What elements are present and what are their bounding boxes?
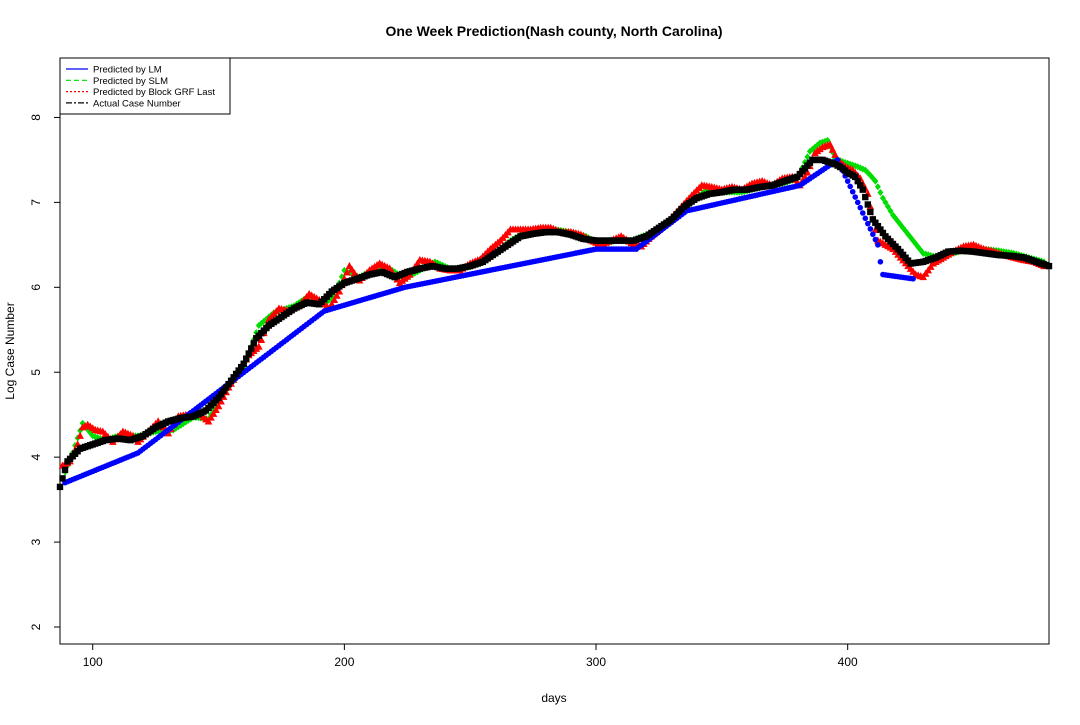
x-axis-label: days <box>541 691 566 705</box>
point-actual-case-number <box>240 360 247 367</box>
point-predicted-by-lm <box>867 226 874 232</box>
point-actual-case-number <box>222 384 230 391</box>
point-actual-case-number <box>248 345 255 352</box>
point-predicted-by-lm <box>852 194 859 200</box>
point-predicted-by-slm <box>877 188 884 196</box>
point-actual-case-number <box>232 370 240 378</box>
point-predicted-by-slm <box>874 183 881 191</box>
legend-label: Predicted by LM <box>93 65 162 76</box>
point-actual-case-number <box>872 219 879 226</box>
y-tick-label: 2 <box>29 623 43 630</box>
point-predicted-by-slm <box>879 194 886 202</box>
point-predicted-by-block-grf-last <box>343 268 351 276</box>
point-predicted-by-block-grf-last <box>826 140 834 148</box>
point-predicted-by-block-grf-last <box>330 295 339 304</box>
x-tick-label: 300 <box>586 655 606 669</box>
point-actual-case-number <box>225 380 232 388</box>
point-predicted-by-lm <box>862 215 869 222</box>
point-actual-case-number <box>1045 262 1053 270</box>
point-actual-case-number <box>235 367 242 374</box>
point-actual-case-number <box>243 355 250 362</box>
point-actual-case-number <box>220 387 227 395</box>
point-predicted-by-lm <box>854 199 861 206</box>
point-predicted-by-lm <box>877 259 884 265</box>
point-predicted-by-slm <box>884 203 891 211</box>
point-predicted-by-lm <box>875 242 881 248</box>
point-predicted-by-lm <box>910 276 916 282</box>
legend-label: Actual Case Number <box>93 98 181 109</box>
x-tick-label: 200 <box>334 655 354 669</box>
y-tick-label: 6 <box>29 284 43 291</box>
point-predicted-by-slm <box>882 198 889 206</box>
legend-label: Predicted by SLM <box>93 76 168 87</box>
point-predicted-by-block-grf-last <box>831 150 839 158</box>
point-predicted-by-lm <box>849 188 856 195</box>
point-actual-case-number <box>877 226 884 233</box>
point-actual-case-number <box>859 186 866 193</box>
point-predicted-by-lm <box>847 183 853 190</box>
y-tick-label: 8 <box>29 114 43 121</box>
series-predicted-by-slm <box>59 136 1047 482</box>
data-marks <box>56 136 1053 491</box>
point-predicted-by-block-grf-last <box>212 405 220 414</box>
x-tick-label: 100 <box>83 655 103 669</box>
y-tick-label: 4 <box>29 454 43 461</box>
point-predicted-by-lm <box>865 220 871 227</box>
point-actual-case-number <box>56 483 64 491</box>
point-predicted-by-block-grf-last <box>828 145 837 153</box>
point-actual-case-number <box>61 466 69 474</box>
point-actual-case-number <box>879 229 887 237</box>
point-predicted-by-block-grf-last <box>204 417 213 425</box>
x-tick-label: 400 <box>838 655 858 669</box>
point-actual-case-number <box>215 394 222 401</box>
plot-frame <box>59 57 1050 645</box>
point-actual-case-number <box>230 374 237 381</box>
point-actual-case-number <box>245 350 252 357</box>
point-actual-case-number <box>862 193 869 201</box>
point-predicted-by-lm <box>870 231 876 238</box>
point-actual-case-number <box>854 177 861 185</box>
point-actual-case-number <box>237 363 245 371</box>
point-predicted-by-block-grf-last <box>207 413 215 421</box>
legend-box <box>59 57 231 115</box>
point-predicted-by-slm <box>824 136 831 144</box>
y-tick-label: 3 <box>29 538 43 545</box>
point-predicted-by-lm <box>857 204 864 211</box>
chart-title: One Week Prediction(Nash county, North C… <box>385 23 722 39</box>
series-predicted-by-lm <box>62 157 916 486</box>
point-actual-case-number <box>867 208 874 216</box>
point-predicted-by-block-grf-last <box>255 342 263 350</box>
point-actual-case-number <box>869 216 877 223</box>
series-actual-case-number <box>56 156 1053 491</box>
point-actual-case-number <box>874 222 882 230</box>
point-predicted-by-block-grf-last <box>76 431 84 439</box>
point-actual-case-number <box>227 377 235 384</box>
point-actual-case-number <box>217 391 225 398</box>
point-predicted-by-lm <box>844 178 851 184</box>
series-predicted-by-block-grf-last <box>58 140 1048 469</box>
point-predicted-by-lm <box>859 210 866 216</box>
point-predicted-by-slm <box>922 250 929 258</box>
point-predicted-by-block-grf-last <box>333 291 341 299</box>
point-actual-case-number <box>852 173 859 181</box>
point-actual-case-number <box>59 475 66 482</box>
legend-label: Predicted by Block GRF Last <box>93 87 215 98</box>
point-actual-case-number <box>864 201 872 208</box>
point-predicted-by-slm <box>920 249 927 257</box>
y-tick-label: 7 <box>29 199 43 206</box>
point-predicted-by-slm <box>804 153 811 161</box>
point-predicted-by-block-grf-last <box>209 409 218 417</box>
y-axis-label: Log Case Number <box>3 302 17 399</box>
y-tick-label: 5 <box>29 369 43 376</box>
point-actual-case-number <box>250 340 257 347</box>
point-predicted-by-slm <box>887 207 894 215</box>
axes: 100 200 300 400 2 3 4 5 6 7 8 <box>29 114 858 669</box>
point-predicted-by-slm <box>872 177 879 185</box>
point-predicted-by-lm <box>872 236 879 243</box>
point-predicted-by-block-grf-last <box>214 402 223 410</box>
point-actual-case-number <box>857 182 864 189</box>
